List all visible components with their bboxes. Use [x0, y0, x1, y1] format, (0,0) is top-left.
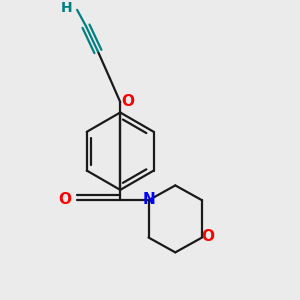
Text: O: O [202, 230, 214, 244]
Text: H: H [61, 1, 73, 15]
Text: O: O [59, 192, 72, 207]
Text: N: N [143, 192, 156, 207]
Text: O: O [121, 94, 134, 109]
